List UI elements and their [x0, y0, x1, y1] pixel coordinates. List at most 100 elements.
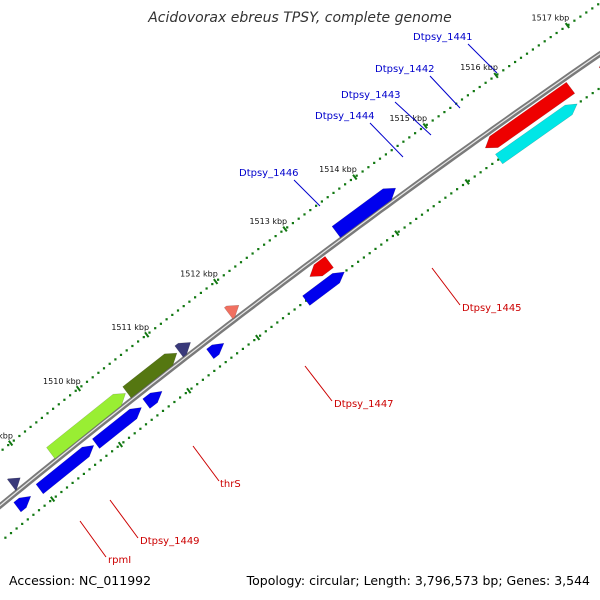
- tick-label: 1517 kbp: [532, 13, 570, 22]
- scale-tick-inner: [49, 496, 56, 503]
- scale-dot-outer: [367, 166, 370, 169]
- scale-dot-outer: [349, 178, 352, 182]
- scale-tick-outer: [352, 174, 358, 181]
- scale-dot-outer: [414, 132, 417, 135]
- scale-dot-outer: [7, 444, 10, 447]
- scale-dot-outer: [585, 11, 588, 14]
- scale-dot-inner: [473, 175, 476, 178]
- scale-dot-outer: [449, 106, 452, 109]
- leader-line-Dtpsy_1446: [293, 179, 321, 207]
- scale-dot-inner: [21, 522, 24, 525]
- scale-dot-inner: [184, 392, 187, 395]
- tick-label: 1510 kbp: [43, 377, 81, 386]
- gene-label-Dtpsy_1445: Dtpsy_1445: [462, 303, 522, 314]
- leader-line-thrS: [192, 445, 220, 482]
- scale-dot-outer: [408, 136, 411, 139]
- scale-tick-outer: [213, 278, 219, 285]
- leader-line-rpmI: [79, 520, 107, 558]
- tick-label: 1514 kbp: [319, 165, 357, 174]
- scale-dot-outer: [274, 235, 277, 238]
- scale-dot-outer: [119, 353, 123, 356]
- scale-dot-inner: [71, 481, 74, 484]
- scale-tick-outer: [493, 72, 499, 79]
- scale-dot-inner: [218, 365, 222, 368]
- gene-Dtpsy_1443: [174, 342, 191, 358]
- scale-dot-inner: [253, 339, 256, 342]
- scale-dot-inner: [15, 527, 18, 530]
- tick-label: 1516 kbp: [460, 63, 498, 72]
- scale-dot-inner: [190, 387, 193, 390]
- scale-dot-outer: [496, 73, 499, 76]
- gene-Dtpsy_1441: [46, 393, 126, 460]
- scale-dot-outer: [142, 336, 145, 339]
- scale-dot-outer: [205, 287, 208, 290]
- scale-dot-inner: [65, 486, 69, 489]
- scale-dot-outer: [373, 161, 376, 164]
- scale-dot-outer: [159, 322, 162, 325]
- scale-dot-outer: [502, 69, 505, 72]
- scale-dot-inner: [201, 378, 204, 381]
- gene-Dtpsy_1442: [122, 352, 178, 399]
- scale-dot-inner: [236, 352, 239, 355]
- scale-dot-outer: [52, 407, 55, 410]
- scale-dot-outer: [286, 226, 289, 229]
- scale-dot-outer: [245, 256, 248, 259]
- scale-dot-outer: [384, 153, 387, 156]
- scale-dot-inner: [426, 209, 429, 212]
- gene-label-Dtpsy_1449: Dtpsy_1449: [140, 536, 200, 547]
- gene-fwd-inner-5: [206, 342, 225, 360]
- gene-label-Dtpsy_1446: Dtpsy_1446: [239, 168, 299, 179]
- scale-dot-inner: [105, 454, 108, 457]
- scale-dot-outer: [263, 243, 266, 246]
- scale-dot-outer: [320, 200, 323, 203]
- scale-dot-outer: [472, 90, 475, 93]
- scale-dot-inner: [491, 162, 494, 165]
- gene-fwd-inner-1: [13, 495, 32, 513]
- scale-dot-inner: [403, 226, 406, 229]
- scale-dot-inner: [167, 405, 170, 408]
- genome-backbone-highlight: [0, 52, 600, 507]
- scale-dot-outer: [80, 385, 83, 388]
- scale-tick-outer: [422, 122, 428, 129]
- scale-dot-inner: [270, 325, 273, 328]
- scale-dot-inner: [444, 196, 447, 199]
- scale-dot-outer: [114, 358, 117, 361]
- scale-dot-outer: [131, 344, 134, 348]
- scale-dot-outer: [490, 77, 493, 80]
- scale-dot-inner: [351, 265, 354, 268]
- scale-dot-inner: [247, 343, 250, 346]
- scale-dot-outer: [251, 252, 254, 255]
- gene-Dtpsy_1445: [302, 271, 345, 306]
- scale-dot-outer: [332, 191, 335, 194]
- scale-dot-inner: [485, 167, 488, 170]
- tick-label: 1512 kbp: [180, 270, 218, 279]
- scale-dot-outer: [573, 19, 576, 22]
- scale-dot-outer: [188, 300, 191, 303]
- scale-dot-outer: [543, 40, 546, 43]
- scale-dot-inner: [173, 400, 176, 404]
- leader-line-Dtpsy_1442: [429, 75, 461, 109]
- scale-dot-outer: [519, 56, 523, 59]
- scale-dot-outer: [222, 274, 225, 277]
- scale-tick-outer: [7, 440, 14, 447]
- scale-dot-inner: [438, 200, 441, 203]
- scale-dot-outer: [239, 261, 243, 264]
- scale-tick-inner: [117, 441, 124, 448]
- scale-dot-outer: [378, 157, 382, 160]
- scale-dot-outer: [297, 217, 300, 220]
- scale-dot-outer: [148, 331, 151, 334]
- genome-backbone: [0, 50, 600, 510]
- scale-dot-outer: [508, 65, 511, 68]
- scale-dot-outer: [361, 170, 364, 173]
- scale-dot-outer: [97, 371, 100, 374]
- scale-dot-inner: [196, 383, 199, 386]
- scale-dot-outer: [199, 291, 202, 294]
- scale-dot-inner: [122, 441, 125, 444]
- scale-dot-inner: [116, 445, 119, 448]
- scale-dot-inner: [179, 396, 182, 399]
- scale-dot-outer: [443, 111, 446, 114]
- scale-dot-outer: [137, 340, 140, 343]
- scale-dot-outer: [291, 222, 294, 225]
- scale-dot-inner: [391, 234, 394, 238]
- scale-dot-outer: [567, 23, 570, 26]
